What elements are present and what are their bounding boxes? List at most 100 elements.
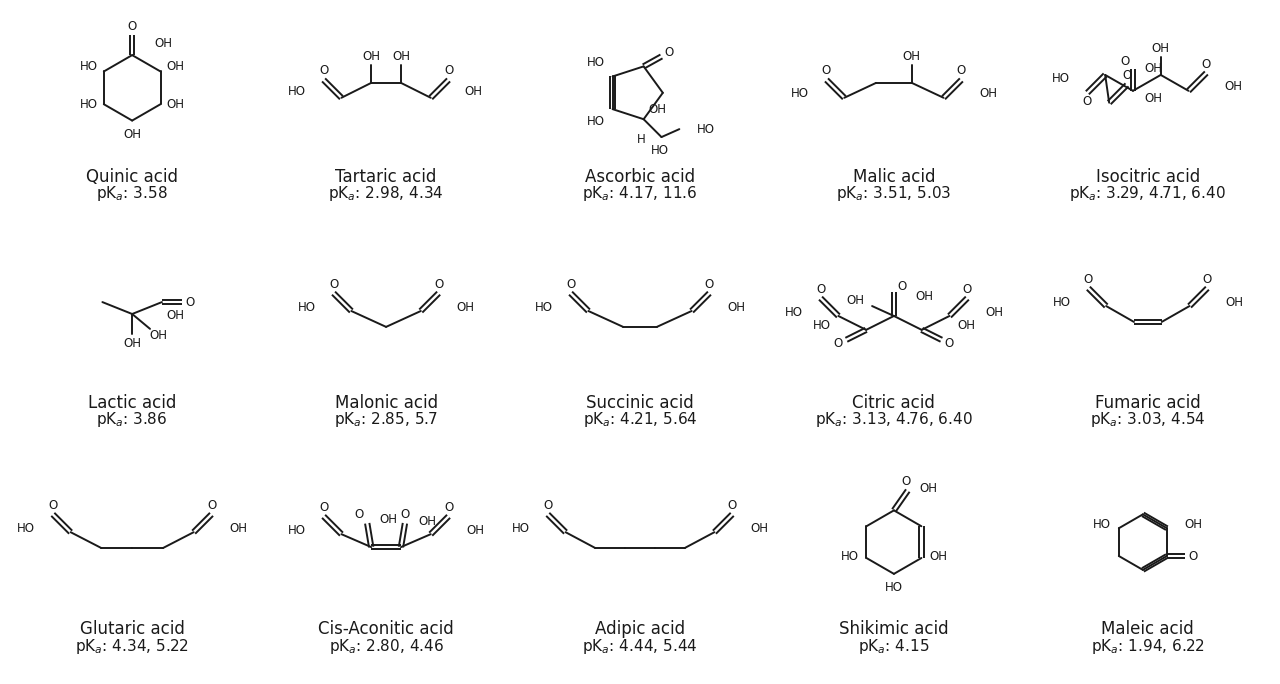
Text: Tartaric acid: Tartaric acid <box>335 168 436 186</box>
Text: O: O <box>401 508 410 521</box>
Text: pK$_a$: 2.85, 5.7: pK$_a$: 2.85, 5.7 <box>334 410 438 430</box>
Text: O: O <box>815 282 826 295</box>
Text: OH: OH <box>379 513 397 526</box>
Text: O: O <box>963 282 972 295</box>
Text: Ascorbic acid: Ascorbic acid <box>585 168 695 186</box>
Text: Cis-Aconitic acid: Cis-Aconitic acid <box>319 620 454 638</box>
Text: O: O <box>329 278 338 291</box>
Text: OH: OH <box>750 522 768 535</box>
Text: O: O <box>49 499 58 512</box>
Text: HO: HO <box>785 306 803 319</box>
Text: OH: OH <box>915 289 933 302</box>
Text: OH: OH <box>1225 295 1243 308</box>
Text: O: O <box>897 280 906 293</box>
Text: O: O <box>901 475 910 488</box>
Text: O: O <box>1188 549 1197 562</box>
Text: O: O <box>833 337 844 350</box>
Text: pK$_a$: 4.15: pK$_a$: 4.15 <box>858 637 929 655</box>
Text: pK$_a$: 4.17, 11.6: pK$_a$: 4.17, 11.6 <box>582 184 698 203</box>
Text: pK$_a$: 4.21, 5.64: pK$_a$: 4.21, 5.64 <box>582 410 698 430</box>
Text: Fumaric acid: Fumaric acid <box>1094 394 1201 412</box>
Text: O: O <box>444 64 453 77</box>
Text: pK$_a$: 1.94, 6.22: pK$_a$: 1.94, 6.22 <box>1091 637 1204 655</box>
Text: O: O <box>945 337 954 350</box>
Text: OH: OH <box>457 300 475 313</box>
Text: HO: HO <box>791 88 809 101</box>
Text: O: O <box>1123 70 1132 83</box>
Text: Maleic acid: Maleic acid <box>1102 620 1194 638</box>
Text: O: O <box>566 278 575 291</box>
Text: OH: OH <box>166 60 184 73</box>
Text: HO: HO <box>650 144 668 157</box>
Text: HO: HO <box>288 86 306 98</box>
Text: O: O <box>207 499 216 512</box>
Text: OH: OH <box>1144 62 1162 75</box>
Text: O: O <box>444 501 453 514</box>
Text: OH: OH <box>957 319 975 332</box>
Text: OH: OH <box>1224 80 1242 93</box>
Text: HO: HO <box>1052 295 1070 308</box>
Text: OH: OH <box>362 50 380 63</box>
Text: O: O <box>664 46 675 59</box>
Text: Citric acid: Citric acid <box>852 394 936 412</box>
Text: O: O <box>186 295 195 308</box>
Text: HO: HO <box>79 60 97 73</box>
Text: OH: OH <box>166 98 184 111</box>
Text: HO: HO <box>586 114 604 127</box>
Text: O: O <box>319 64 328 77</box>
Text: Isocitric acid: Isocitric acid <box>1096 168 1199 186</box>
Text: Lactic acid: Lactic acid <box>88 394 177 412</box>
Text: OH: OH <box>929 549 947 562</box>
Text: pK$_a$: 3.29, 4.71, 6.40: pK$_a$: 3.29, 4.71, 6.40 <box>1070 184 1226 203</box>
Text: OH: OH <box>154 37 172 50</box>
Text: HO: HO <box>884 581 902 594</box>
Text: O: O <box>956 64 966 77</box>
Text: OH: OH <box>465 86 483 98</box>
Text: O: O <box>128 20 137 33</box>
Text: pK$_a$: 4.44, 5.44: pK$_a$: 4.44, 5.44 <box>582 637 698 655</box>
Text: Malonic acid: Malonic acid <box>334 394 438 412</box>
Text: O: O <box>727 499 737 512</box>
Text: OH: OH <box>148 329 166 342</box>
Text: OH: OH <box>466 524 484 537</box>
Text: OH: OH <box>920 482 938 495</box>
Text: HO: HO <box>813 319 831 332</box>
Text: pK$_a$: 3.51, 5.03: pK$_a$: 3.51, 5.03 <box>836 184 951 203</box>
Text: OH: OH <box>727 300 745 313</box>
Text: HO: HO <box>17 522 35 535</box>
Text: HO: HO <box>698 122 716 135</box>
Text: OH: OH <box>1144 92 1162 105</box>
Text: O: O <box>1120 55 1130 68</box>
Text: pK$_a$: 2.98, 4.34: pK$_a$: 2.98, 4.34 <box>329 184 444 203</box>
Text: O: O <box>1084 273 1093 286</box>
Text: Glutaric acid: Glutaric acid <box>79 620 184 638</box>
Text: HO: HO <box>1051 73 1070 86</box>
Text: HO: HO <box>1093 518 1111 531</box>
Text: pK$_a$: 2.80, 4.46: pK$_a$: 2.80, 4.46 <box>329 637 444 655</box>
Text: O: O <box>822 64 831 77</box>
Text: pK$_a$: 4.34, 5.22: pK$_a$: 4.34, 5.22 <box>76 637 189 655</box>
Text: OH: OH <box>419 515 436 528</box>
Text: H: H <box>637 133 646 146</box>
Text: HO: HO <box>586 56 604 69</box>
Text: HO: HO <box>512 522 530 535</box>
Text: HO: HO <box>288 524 306 537</box>
Text: HO: HO <box>841 549 859 562</box>
Text: OH: OH <box>166 309 184 322</box>
Text: Malic acid: Malic acid <box>852 168 936 186</box>
Text: OH: OH <box>1185 518 1203 531</box>
Text: pK$_a$: 3.86: pK$_a$: 3.86 <box>96 410 168 430</box>
Text: pK$_a$: 3.13, 4.76, 6.40: pK$_a$: 3.13, 4.76, 6.40 <box>815 410 973 430</box>
Text: O: O <box>434 278 443 291</box>
Text: Shikimic acid: Shikimic acid <box>840 620 948 638</box>
Text: OH: OH <box>846 293 864 306</box>
Text: HO: HO <box>535 300 553 313</box>
Text: OH: OH <box>979 88 997 101</box>
Text: OH: OH <box>123 128 141 141</box>
Text: OH: OH <box>392 50 410 63</box>
Text: O: O <box>543 499 553 512</box>
Text: OH: OH <box>229 522 247 535</box>
Text: OH: OH <box>902 50 920 63</box>
Text: O: O <box>1203 273 1212 286</box>
Text: OH: OH <box>649 103 667 116</box>
